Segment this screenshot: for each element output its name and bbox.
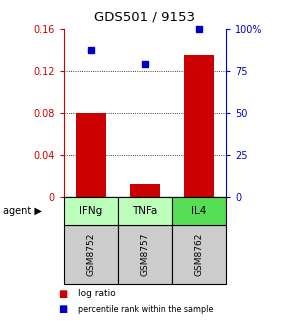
Text: log ratio: log ratio: [78, 290, 116, 298]
Text: IFNg: IFNg: [79, 206, 102, 216]
Text: IL4: IL4: [191, 206, 207, 216]
Text: agent ▶: agent ▶: [3, 206, 42, 216]
Bar: [76, 113, 106, 197]
Text: TNFa: TNFa: [132, 206, 158, 216]
Bar: [130, 184, 160, 197]
Text: percentile rank within the sample: percentile rank within the sample: [78, 305, 214, 313]
Text: GSM8757: GSM8757: [140, 233, 150, 276]
Text: ■: ■: [58, 289, 67, 299]
Text: ■: ■: [58, 304, 67, 314]
Bar: [184, 55, 214, 197]
Text: GSM8762: GSM8762: [195, 233, 204, 276]
Text: GSM8752: GSM8752: [86, 233, 95, 276]
Text: GDS501 / 9153: GDS501 / 9153: [95, 10, 195, 23]
